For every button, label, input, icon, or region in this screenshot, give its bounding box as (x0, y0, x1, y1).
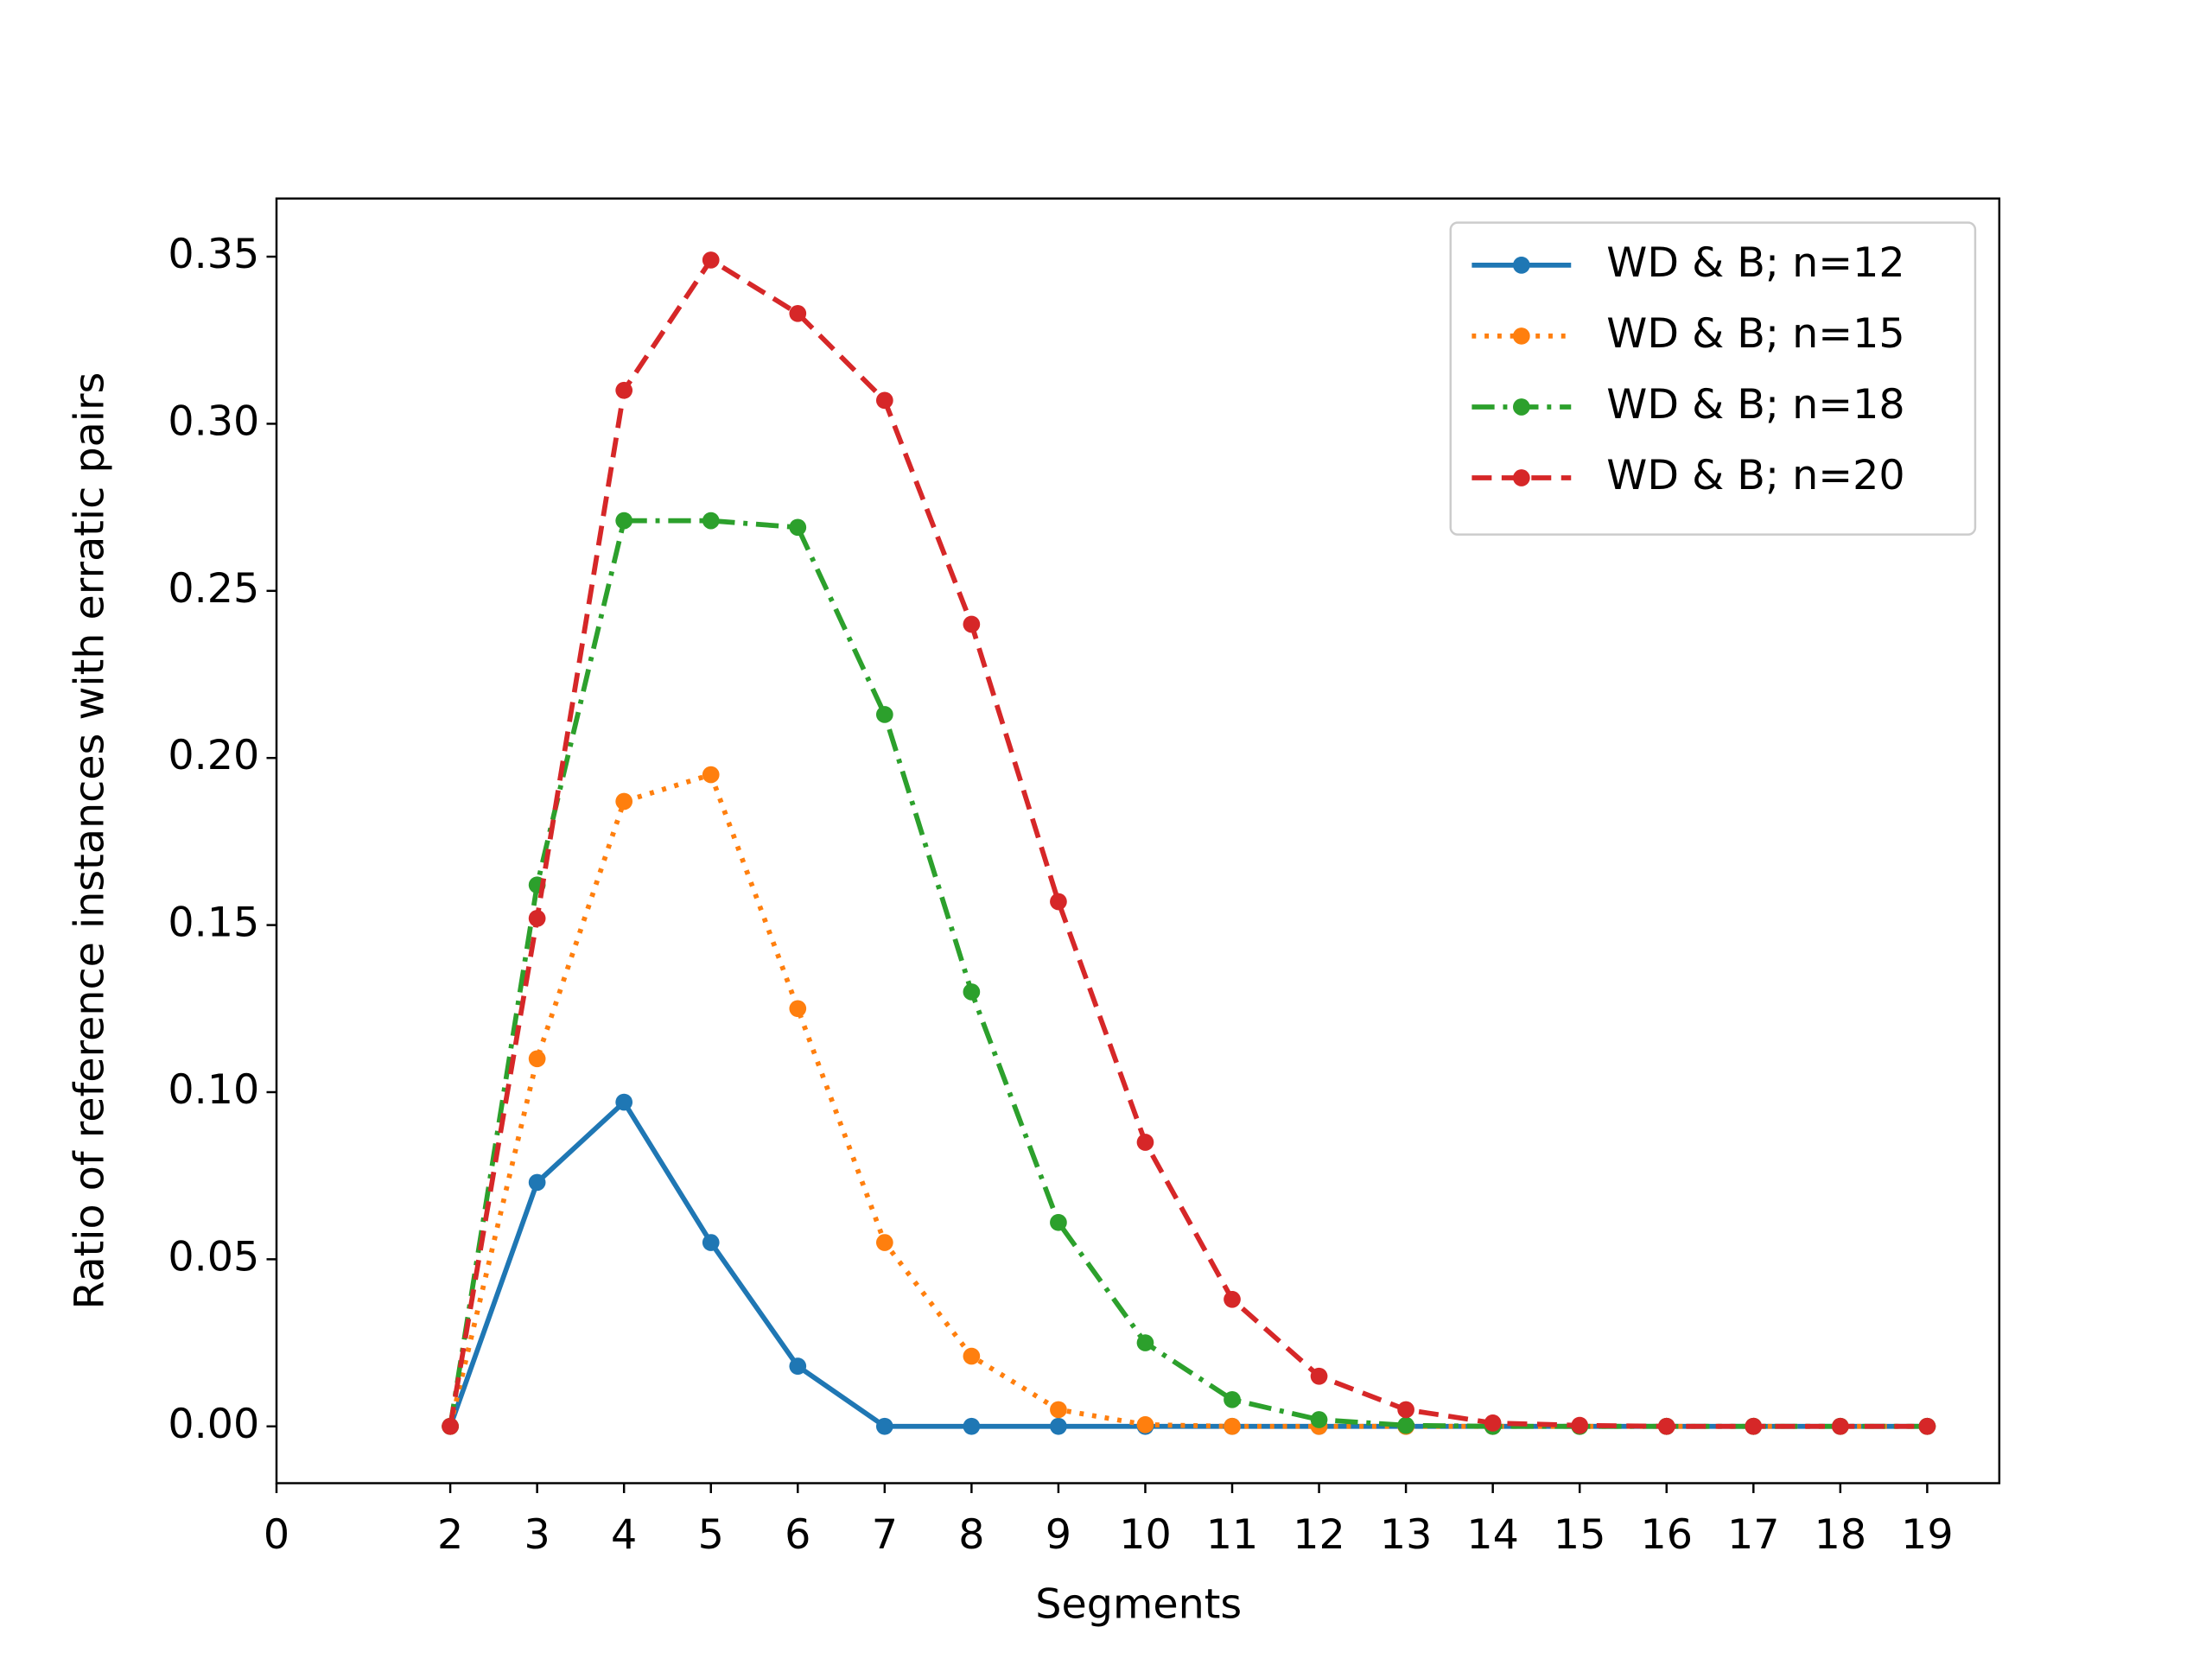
data-point (702, 1234, 720, 1251)
data-point (1918, 1417, 1936, 1435)
data-point (1310, 1367, 1328, 1385)
data-point (1397, 1401, 1414, 1419)
x-tick-label: 10 (1119, 1511, 1172, 1559)
x-tick-label: 0 (264, 1511, 289, 1559)
x-tick-label: 6 (785, 1511, 810, 1559)
data-point (1136, 1134, 1154, 1151)
data-point (702, 766, 720, 784)
series-line (448, 772, 1928, 1429)
data-point (528, 1173, 546, 1192)
y-tick-label: 0.00 (168, 1401, 259, 1448)
plot-frame (275, 197, 2001, 1484)
x-tick-label: 5 (698, 1511, 724, 1559)
legend-box (1449, 221, 1977, 536)
data-point (1745, 1417, 1763, 1435)
x-tick-label: 4 (611, 1511, 637, 1559)
x-tick-label: 3 (524, 1511, 550, 1559)
x-axis-label: Segments (1035, 1580, 1242, 1628)
legend-marker (1512, 469, 1530, 486)
data-point (1136, 1415, 1154, 1433)
data-point (528, 1050, 546, 1068)
series-line (448, 518, 1928, 1429)
y-tick-label: 0.25 (168, 565, 259, 613)
data-point (963, 983, 981, 1001)
data-point (1224, 1417, 1241, 1435)
x-tick-label: 9 (1046, 1511, 1071, 1559)
series-line (448, 257, 1928, 1429)
data-point (1050, 1213, 1067, 1231)
data-point (1571, 1416, 1589, 1434)
data-point (615, 512, 633, 530)
data-point (1224, 1390, 1241, 1408)
legend-marker (1512, 257, 1530, 274)
y-tick-label: 0.30 (168, 397, 259, 445)
data-point (1050, 893, 1067, 911)
x-tick-label: 12 (1293, 1511, 1345, 1559)
data-point (1050, 1401, 1067, 1419)
data-point (1050, 1417, 1067, 1435)
data-point (615, 792, 633, 810)
y-tick-label: 0.15 (168, 899, 259, 947)
data-point (789, 304, 807, 322)
x-tick-label: 17 (1727, 1511, 1780, 1559)
data-point (963, 1347, 981, 1365)
data-point (1224, 1290, 1241, 1308)
data-point (1397, 1416, 1414, 1434)
y-tick-label: 0.10 (168, 1066, 259, 1114)
legend-label: WD & B; n=12 (1606, 239, 1904, 287)
y-axis-label: Ratio of reference instances with errati… (67, 372, 114, 1310)
data-point (442, 1417, 459, 1435)
x-tick-label: 7 (872, 1511, 898, 1559)
data-point (963, 1417, 981, 1435)
data-point (875, 706, 893, 723)
data-point (1831, 1417, 1849, 1435)
legend-label: WD & B; n=20 (1606, 452, 1904, 499)
legend: WD & B; n=12 WD & B; n=15 WD & B; n=18 WD &… (1449, 221, 1977, 536)
data-point (789, 1357, 807, 1375)
y-tick-label: 0.05 (168, 1233, 259, 1281)
x-tick-label: 8 (958, 1511, 984, 1559)
x-tick-label: 19 (1901, 1511, 1954, 1559)
x-tick-label: 14 (1466, 1511, 1519, 1559)
x-tick-label: 15 (1554, 1511, 1606, 1559)
data-point (1136, 1334, 1154, 1351)
legend-label: WD & B; n=15 (1606, 310, 1904, 358)
series-line (448, 1098, 1928, 1429)
y-tick-label: 0.20 (168, 732, 259, 779)
x-tick-label: 13 (1380, 1511, 1433, 1559)
data-point (875, 1234, 893, 1251)
data-point (875, 391, 893, 410)
data-point (702, 251, 720, 269)
x-tick-label: 18 (1815, 1511, 1867, 1559)
data-point (1310, 1411, 1328, 1428)
data-point (789, 518, 807, 537)
x-tick-label: 16 (1640, 1511, 1693, 1559)
data-point (1657, 1417, 1675, 1435)
data-point (1484, 1414, 1502, 1432)
legend-label: WD & B; n=18 (1606, 381, 1904, 429)
x-tick-label: 11 (1206, 1511, 1259, 1559)
data-point (615, 381, 633, 399)
data-point (963, 615, 981, 633)
data-point (789, 1000, 807, 1018)
x-tick-label: 2 (437, 1511, 463, 1559)
y-tick-label: 0.35 (168, 231, 259, 278)
legend-marker (1512, 327, 1530, 345)
data-point (615, 1093, 633, 1111)
data-point (875, 1417, 893, 1435)
data-point (528, 910, 546, 927)
data-point (702, 512, 720, 530)
legend-marker (1512, 398, 1530, 416)
